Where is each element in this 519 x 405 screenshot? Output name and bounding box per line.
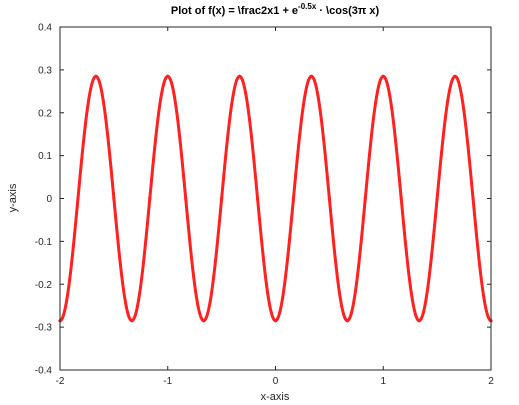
data-point: [202, 319, 206, 323]
y-tick-label: -0.4: [35, 366, 53, 377]
data-point: [273, 319, 278, 323]
x-tick-label: 2: [488, 376, 494, 387]
y-tick-label: 0: [46, 194, 52, 205]
x-tick-label: 1: [380, 376, 386, 387]
data-point: [327, 196, 331, 201]
data-point: [345, 319, 349, 323]
chart-title: Plot of f(x) = \frac2x1 + e-0.5x · \cos(…: [171, 2, 380, 17]
data-point: [453, 74, 457, 78]
data-point: [94, 74, 98, 78]
data-point: [471, 196, 475, 201]
y-tick-label: 0.4: [38, 23, 52, 34]
y-tick-label: 0.1: [38, 151, 52, 162]
x-tick-label: 0: [273, 376, 279, 387]
chart-title-superscript: -0.5x: [298, 2, 317, 11]
tick-labels: -2 -1 0 1 2 -0.4 -0.3 -0.2 -0.1 0 0.1 0.2 0.3 0.4: [35, 23, 494, 388]
data-point: [112, 196, 116, 201]
y-tick-label: -0.1: [35, 237, 53, 248]
data-point: [291, 196, 296, 201]
data-point: [237, 74, 242, 78]
data-point: [220, 196, 224, 201]
data-point: [309, 74, 314, 78]
data-point: [184, 196, 188, 201]
data-point: [363, 196, 367, 201]
x-axis-label: x-axis: [261, 391, 290, 403]
chart-title-suffix: · \cos(3π x): [316, 5, 379, 17]
x-tick-label: -2: [56, 376, 65, 387]
series-group: [58, 74, 493, 323]
data-point: [255, 196, 260, 201]
chart-title-main: Plot of f(x) = \frac2x1 + e: [171, 5, 298, 17]
y-axis-label: y-axis: [7, 183, 19, 212]
data-point: [399, 196, 403, 201]
plot-background: [60, 27, 491, 370]
y-tick-label: -0.3: [35, 323, 53, 334]
y-tick-label: 0.3: [38, 65, 52, 76]
plot-frame: [59, 26, 492, 371]
x-tick-label: -1: [163, 376, 172, 387]
data-point: [130, 319, 134, 323]
data-point: [417, 319, 421, 323]
data-point: [76, 196, 80, 201]
y-tick-label: 0.2: [38, 108, 52, 119]
y-tick-label: -0.2: [35, 280, 53, 291]
data-point: [381, 74, 385, 78]
data-point: [435, 196, 439, 201]
data-point: [148, 196, 152, 201]
data-point: [166, 74, 170, 78]
